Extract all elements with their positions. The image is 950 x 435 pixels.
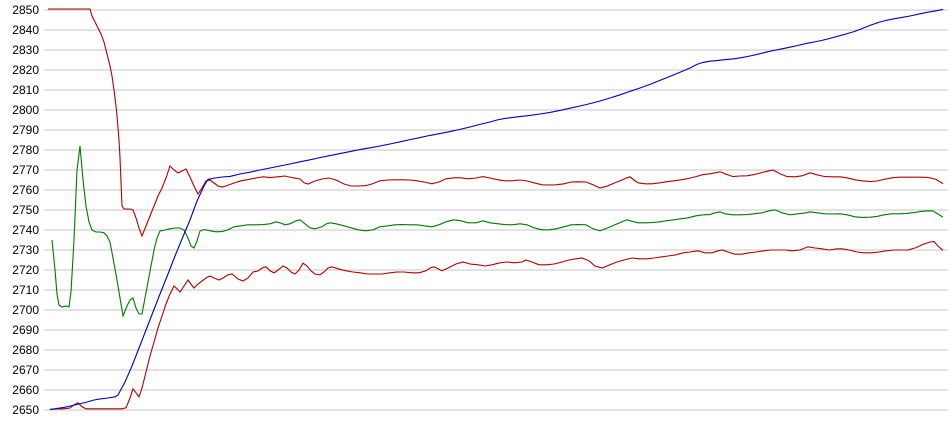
y-tick-label: 2820 — [12, 63, 39, 77]
y-tick-label: 2810 — [12, 83, 39, 97]
y-tick-label: 2830 — [12, 43, 39, 57]
y-tick-label: 2770 — [12, 163, 39, 177]
y-tick-label: 2790 — [12, 123, 39, 137]
y-tick-label: 2690 — [12, 323, 39, 337]
y-tick-label: 2800 — [12, 103, 39, 117]
y-tick-label: 2660 — [12, 383, 39, 397]
y-tick-label: 2680 — [12, 343, 39, 357]
y-tick-label: 2720 — [12, 263, 39, 277]
y-tick-label: 2750 — [12, 203, 39, 217]
y-tick-label: 2730 — [12, 243, 39, 257]
y-tick-label: 2850 — [12, 3, 39, 17]
y-tick-label: 2670 — [12, 363, 39, 377]
y-tick-label: 2710 — [12, 283, 39, 297]
y-tick-label: 2700 — [12, 303, 39, 317]
y-tick-label: 2740 — [12, 223, 39, 237]
y-tick-label: 2760 — [12, 183, 39, 197]
equity-line — [49, 8, 944, 411]
middle-band-line — [51, 145, 944, 319]
y-tick-label: 2780 — [12, 143, 39, 157]
lower-band-line — [49, 241, 944, 410]
y-tick-label: 2840 — [12, 23, 39, 37]
upper-band-line — [48, 8, 944, 238]
y-tick-label: 2650 — [12, 403, 39, 417]
